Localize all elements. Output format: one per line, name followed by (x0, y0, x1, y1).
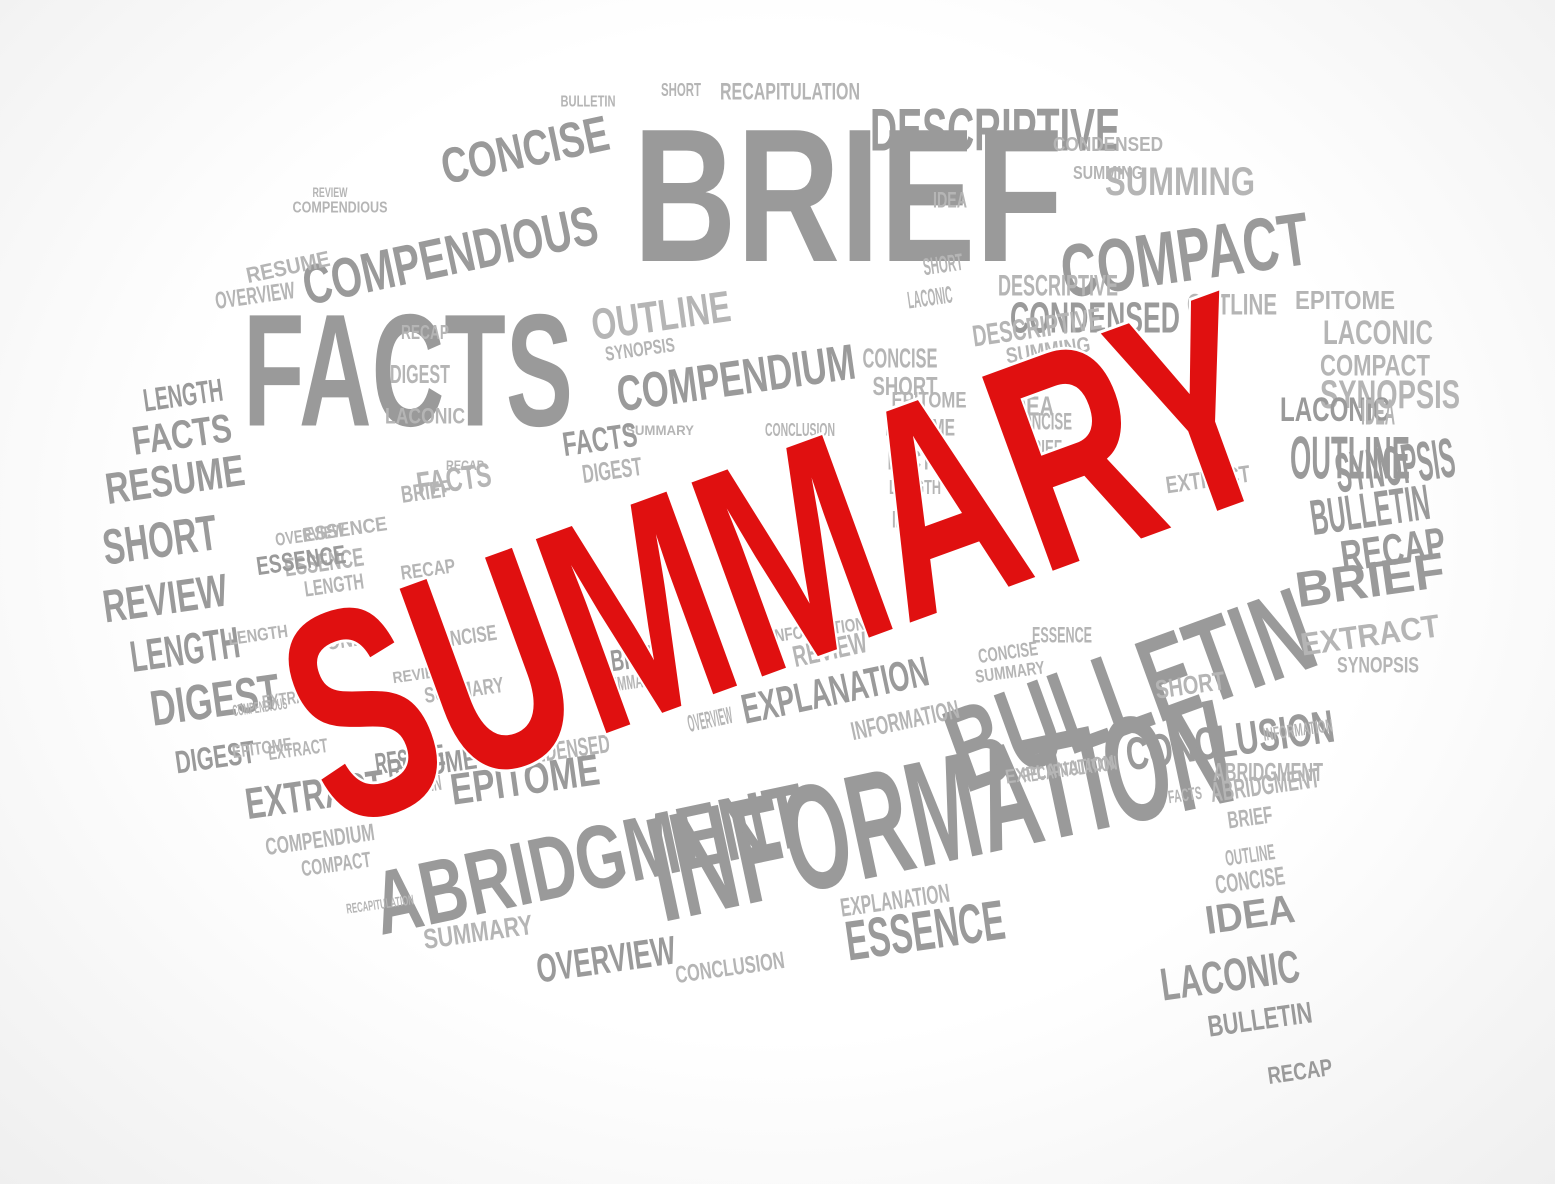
cloud-word: SUMMING (1105, 160, 1255, 204)
cloud-word: BRIEF (608, 638, 667, 678)
cloud-word: RECAP (1266, 1054, 1334, 1090)
cloud-word: LENGTH (889, 477, 941, 499)
cloud-word: FACTS (1167, 783, 1203, 808)
cloud-word: CONCISE (436, 105, 614, 195)
cloud-word: LACONIC (1280, 391, 1390, 429)
cloud-word: SHORT (99, 504, 221, 575)
cloud-word: ESSENCE (1032, 623, 1092, 648)
cloud-word: COMPENDIOUS (293, 200, 388, 217)
cloud-word: COMPACT (1320, 350, 1430, 383)
cloud-word: IDEA (892, 507, 924, 534)
cloud-word: OVERVIEW (534, 928, 679, 991)
cloud-word: BRIEF (633, 90, 1063, 302)
cloud-word: CONCISE (863, 343, 938, 374)
cloud-word: DESCRIPTIVE (870, 97, 1120, 164)
cloud-word: EPITOME (885, 415, 955, 442)
cloud-word: REVIEW (313, 184, 348, 200)
cloud-word: LACONIC (906, 282, 954, 315)
cloud-word: CONCLUSION (674, 947, 787, 989)
cloud-word: IDEA (1006, 391, 1054, 422)
cloud-word: BRIEF (1022, 436, 1062, 461)
cloud-word: RECAP (401, 322, 449, 344)
cloud-word: DESCRIPTIVE (998, 270, 1118, 303)
cloud-word: BULLETIN (1206, 996, 1315, 1043)
cloud-word: CONCISE (1012, 409, 1072, 436)
cloud-word: FACTS (243, 281, 573, 460)
cloud-word: IDEA (1015, 363, 1055, 393)
cloud-word: LACONIC (385, 404, 465, 429)
cloud-word: SUMMING (1073, 163, 1143, 183)
cloud-word: BULLETIN (561, 94, 616, 111)
cloud-word: ABRIDGMENT (1213, 757, 1323, 787)
cloud-word: EPITOME (1295, 285, 1395, 315)
cloud-word: RECAP (446, 457, 484, 473)
cloud-word: FACTS (888, 445, 943, 476)
word-cloud-words: BRIEFFACTSINFORMATIONABRIDGMENTBULLETINC… (99, 79, 1460, 1090)
cloud-word: RECAPITULATION (720, 79, 860, 106)
cloud-word: SUMMARY (626, 422, 695, 438)
cloud-word: BRIEF (1226, 802, 1274, 835)
cloud-word: EPITOME (892, 388, 967, 413)
cloud-word: DIGEST (390, 359, 450, 389)
cloud-word: CONDENSED (1010, 294, 1180, 343)
cloud-word: SHORT (661, 80, 701, 100)
cloud-word: SHORT (921, 249, 965, 281)
cloud-word: SYNOPSIS (1337, 653, 1419, 678)
cloud-word: IDEA (1361, 392, 1395, 433)
cloud-word: LACONIC (1323, 314, 1433, 352)
cloud-word: OUTLINE (1187, 289, 1277, 322)
cloud-word: IDEA (933, 188, 967, 213)
cloud-word: SHORT (873, 371, 938, 401)
cloud-word: CONDENSED (1053, 134, 1163, 156)
cloud-word: CONCLUSION (765, 420, 835, 440)
cloud-word: OUTLINE (1290, 425, 1410, 492)
cloud-word: SYNOPSIS (1320, 373, 1460, 417)
